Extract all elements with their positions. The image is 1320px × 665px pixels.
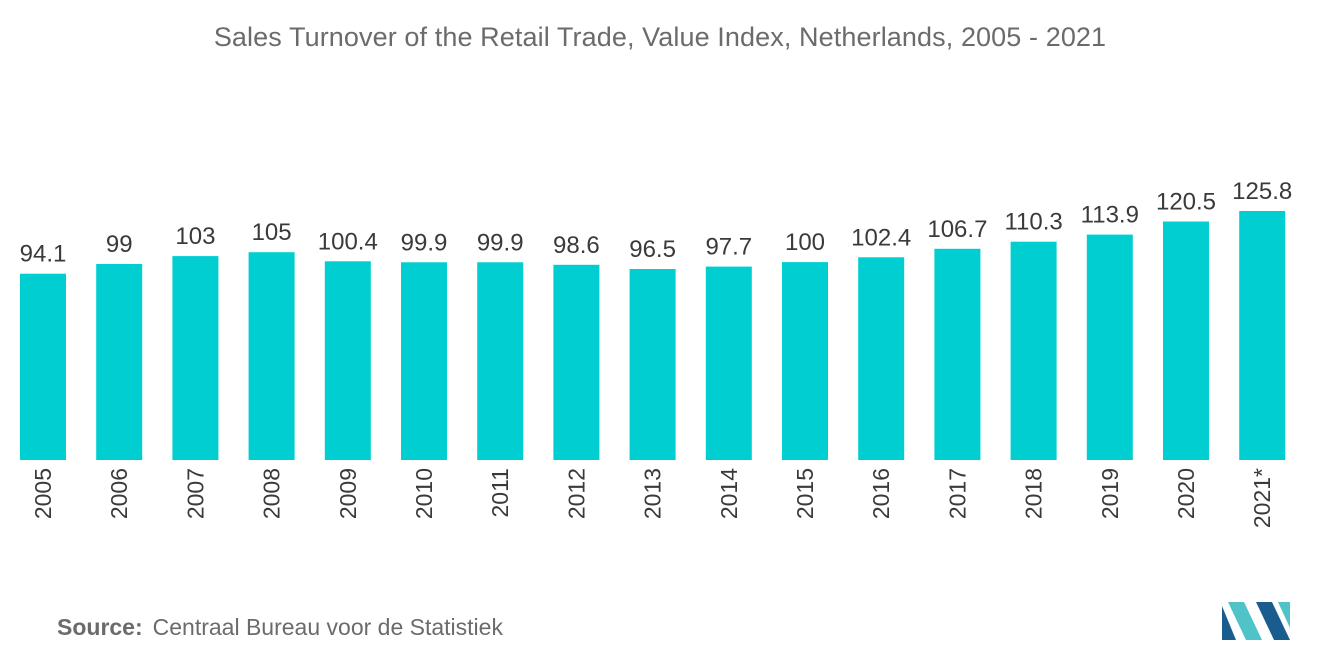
data-label-2005: 94.1 (20, 241, 67, 268)
data-label-2016: 102.4 (851, 224, 911, 251)
data-label-2008: 105 (252, 219, 292, 246)
bar-2017 (934, 248, 981, 460)
data-label-2010: 99.9 (401, 229, 448, 256)
bar-2014 (705, 266, 752, 460)
data-label-2019: 113.9 (1081, 202, 1139, 229)
data-label-2011: 99.9 (477, 229, 524, 256)
bar-2008 (248, 252, 295, 460)
chart-title: Sales Turnover of the Retail Trade, Valu… (213, 22, 1107, 52)
x-tick-label-2016: 2016 (868, 468, 894, 519)
bar-2012 (553, 264, 600, 460)
data-label-2006: 99 (106, 231, 133, 258)
bar-2009 (324, 261, 371, 460)
data-label-2007: 103 (175, 223, 215, 250)
bar-2015 (782, 262, 828, 460)
x-tick-label-2005: 2005 (30, 468, 56, 519)
logo-shape-left (1222, 606, 1236, 640)
bar-2007 (172, 256, 219, 460)
source-text: Centraal Bureau voor de Statistiek (152, 614, 503, 640)
x-tick-label-2018: 2018 (1021, 468, 1047, 519)
logo-shape-right (1256, 602, 1290, 640)
data-label-2021*: 125.8 (1232, 178, 1292, 205)
bar-2013 (629, 269, 676, 460)
x-tick-label-2020: 2020 (1173, 468, 1199, 519)
bar-2006 (96, 264, 143, 460)
data-label-2018: 110.3 (1004, 209, 1062, 236)
bar-2019 (1086, 234, 1133, 460)
x-tick-label-2007: 2007 (182, 468, 208, 519)
mordor-intelligence-logo (1222, 602, 1290, 640)
x-tick-label-2013: 2013 (640, 468, 666, 519)
source-label: Source: (57, 614, 143, 640)
x-tick-label-2006: 2006 (106, 468, 132, 519)
x-tick-label-2011: 2011 (487, 468, 513, 517)
x-tick-label-2014: 2014 (716, 468, 742, 519)
data-label-2012: 98.6 (553, 232, 600, 259)
logo-shape-end (1278, 602, 1290, 628)
bar-2021* (1239, 211, 1286, 460)
x-tick-label-2010: 2010 (411, 468, 437, 519)
x-tick-label-2008: 2008 (259, 468, 285, 519)
source-note: Source: Centraal Bureau voor de Statistie… (57, 614, 503, 641)
data-label-2013: 96.5 (629, 236, 676, 263)
bar-2005 (20, 273, 66, 460)
x-tick-label-2017: 2017 (944, 468, 970, 519)
bar-2018 (1010, 241, 1057, 460)
data-label-2014: 97.7 (705, 234, 752, 261)
x-tick-label-2012: 2012 (563, 468, 589, 519)
x-tick-label-2019: 2019 (1097, 468, 1123, 519)
bar-2020 (1163, 221, 1209, 460)
bar-2010 (401, 262, 447, 460)
x-tick-label-2009: 2009 (335, 468, 361, 519)
x-tick-label-2021*: 2021* (1249, 468, 1275, 528)
data-label-2017: 106.7 (927, 216, 987, 243)
data-label-2020: 120.5 (1156, 189, 1216, 216)
bar-chart: 94.1 2005 99 2006 103 2007 105 2008 100.4 2009 99.… (20, 178, 1293, 528)
logo-shape-mid (1228, 602, 1262, 640)
x-tick-label-2015: 2015 (792, 468, 818, 519)
bar-2011 (477, 262, 524, 460)
bar-2016 (858, 257, 905, 460)
data-label-2015: 100 (785, 229, 825, 256)
data-label-2009: 100.4 (318, 228, 378, 255)
